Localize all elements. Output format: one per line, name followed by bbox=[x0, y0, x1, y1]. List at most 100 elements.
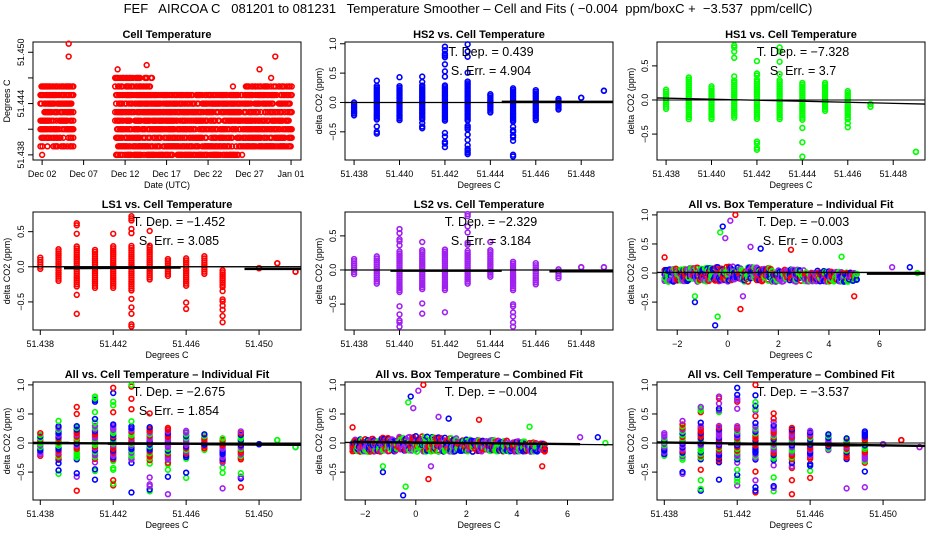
data-point-outlier bbox=[757, 245, 764, 252]
x-tick-label: 51.442 bbox=[431, 169, 459, 179]
data-point-outlier bbox=[851, 293, 858, 300]
data-point bbox=[272, 83, 279, 90]
x-tick-label: 51.438 bbox=[27, 509, 55, 519]
data-point-outlier bbox=[272, 53, 279, 60]
x-tick-label: Dec 22 bbox=[194, 169, 223, 179]
data-point bbox=[396, 74, 403, 81]
y-tick-label: 1.0 bbox=[16, 379, 26, 392]
data-point-outlier bbox=[594, 434, 602, 441]
data-point bbox=[73, 403, 80, 411]
data-point-outlier bbox=[420, 381, 427, 389]
data-point-outlier bbox=[267, 74, 275, 82]
data-point-outlier bbox=[405, 399, 412, 406]
x-tick-label: 51.440 bbox=[386, 339, 414, 349]
data-point bbox=[55, 467, 62, 474]
data-point bbox=[70, 126, 77, 133]
data-point bbox=[867, 103, 874, 110]
panel-title: HS1 vs. Cell Temperature bbox=[725, 29, 857, 41]
data-point bbox=[146, 410, 153, 417]
data-point bbox=[219, 267, 226, 274]
data-point bbox=[776, 70, 783, 78]
data-point bbox=[441, 309, 449, 316]
data-point bbox=[37, 429, 44, 437]
x-tick-label: 51.438 bbox=[340, 339, 368, 349]
data-point-outlier bbox=[407, 393, 414, 400]
data-point bbox=[731, 73, 738, 80]
data-point bbox=[788, 477, 796, 484]
y-axis-label: delta CO2 (ppm) bbox=[626, 238, 636, 305]
data-point bbox=[64, 143, 71, 150]
data-point bbox=[164, 255, 172, 263]
x-tick-label: 51.438 bbox=[652, 169, 680, 179]
data-point bbox=[203, 134, 210, 141]
x-tick-label: 51.446 bbox=[172, 339, 200, 349]
data-point-outlier bbox=[838, 253, 845, 260]
y-tick-label: 1.0 bbox=[640, 209, 650, 222]
data-point bbox=[464, 78, 471, 85]
data-point bbox=[715, 400, 723, 407]
data-point bbox=[578, 264, 585, 271]
data-point bbox=[269, 100, 276, 107]
data-point bbox=[799, 79, 806, 87]
x-axis-label: Degrees C bbox=[769, 350, 813, 360]
data-point bbox=[464, 142, 471, 149]
fit-line bbox=[656, 97, 926, 105]
x-tick-label: 51.450 bbox=[869, 509, 897, 519]
y-axis-label: delta CO2 (ppm) bbox=[626, 68, 636, 135]
data-point-outlier bbox=[402, 483, 409, 490]
data-point bbox=[237, 470, 245, 477]
y-tick-label: 0.0 bbox=[328, 264, 338, 277]
data-points bbox=[37, 213, 299, 330]
data-point bbox=[419, 300, 426, 307]
data-point bbox=[419, 310, 426, 317]
x-axis-label: Degrees C bbox=[457, 180, 501, 190]
data-point bbox=[110, 402, 117, 409]
data-point-outlier bbox=[787, 246, 795, 253]
data-point bbox=[73, 291, 80, 299]
y-tick-label: 0.5 bbox=[640, 60, 650, 73]
x-tick-label: 51.446 bbox=[522, 339, 550, 349]
data-point-outlier bbox=[691, 298, 699, 306]
data-point bbox=[44, 143, 51, 150]
y-axis-label: delta CO2 (ppm) bbox=[314, 68, 324, 135]
data-point bbox=[578, 94, 585, 101]
data-point-outlier bbox=[113, 151, 121, 159]
data-point bbox=[441, 47, 449, 54]
data-point bbox=[128, 215, 135, 222]
data-point bbox=[752, 399, 759, 406]
data-point bbox=[373, 253, 380, 260]
data-point bbox=[128, 304, 135, 311]
data-point bbox=[110, 421, 117, 428]
panel-title: All vs. Cell Temperature – Individual Fi… bbox=[65, 369, 270, 381]
data-point-outlier bbox=[65, 40, 72, 47]
data-point bbox=[288, 83, 295, 90]
data-point bbox=[662, 86, 670, 93]
data-point bbox=[73, 470, 80, 477]
y-tick-label: 0.5 bbox=[328, 67, 338, 80]
data-point bbox=[64, 117, 71, 124]
fit-annotation: S. Err. = 0.003 bbox=[763, 234, 843, 248]
data-point bbox=[806, 474, 814, 482]
x-tick-label: 51.448 bbox=[567, 339, 595, 349]
x-tick-label: 51.442 bbox=[99, 339, 127, 349]
data-point-outlier bbox=[737, 305, 744, 313]
data-point bbox=[806, 427, 814, 435]
data-point bbox=[286, 100, 293, 107]
data-point bbox=[234, 151, 242, 159]
y-tick-label: 0.5 bbox=[640, 408, 650, 421]
data-point bbox=[91, 393, 99, 400]
y-tick-label: −0.5 bbox=[640, 293, 650, 311]
data-point bbox=[278, 108, 285, 116]
data-point bbox=[752, 484, 759, 491]
data-point bbox=[91, 466, 99, 473]
data-point bbox=[776, 44, 783, 51]
data-point bbox=[734, 482, 741, 489]
data-point bbox=[697, 419, 704, 426]
y-axis-label: delta CO2 (ppm) bbox=[314, 238, 324, 305]
y-tick-label: 0.5 bbox=[16, 225, 26, 238]
data-point bbox=[73, 422, 80, 430]
x-tick-label: 4 bbox=[826, 339, 831, 349]
data-point bbox=[68, 100, 75, 107]
panel-1: Cell Temperature Dec 02 Dec 07 Dec 12 Dec 17… bbox=[2, 29, 305, 190]
